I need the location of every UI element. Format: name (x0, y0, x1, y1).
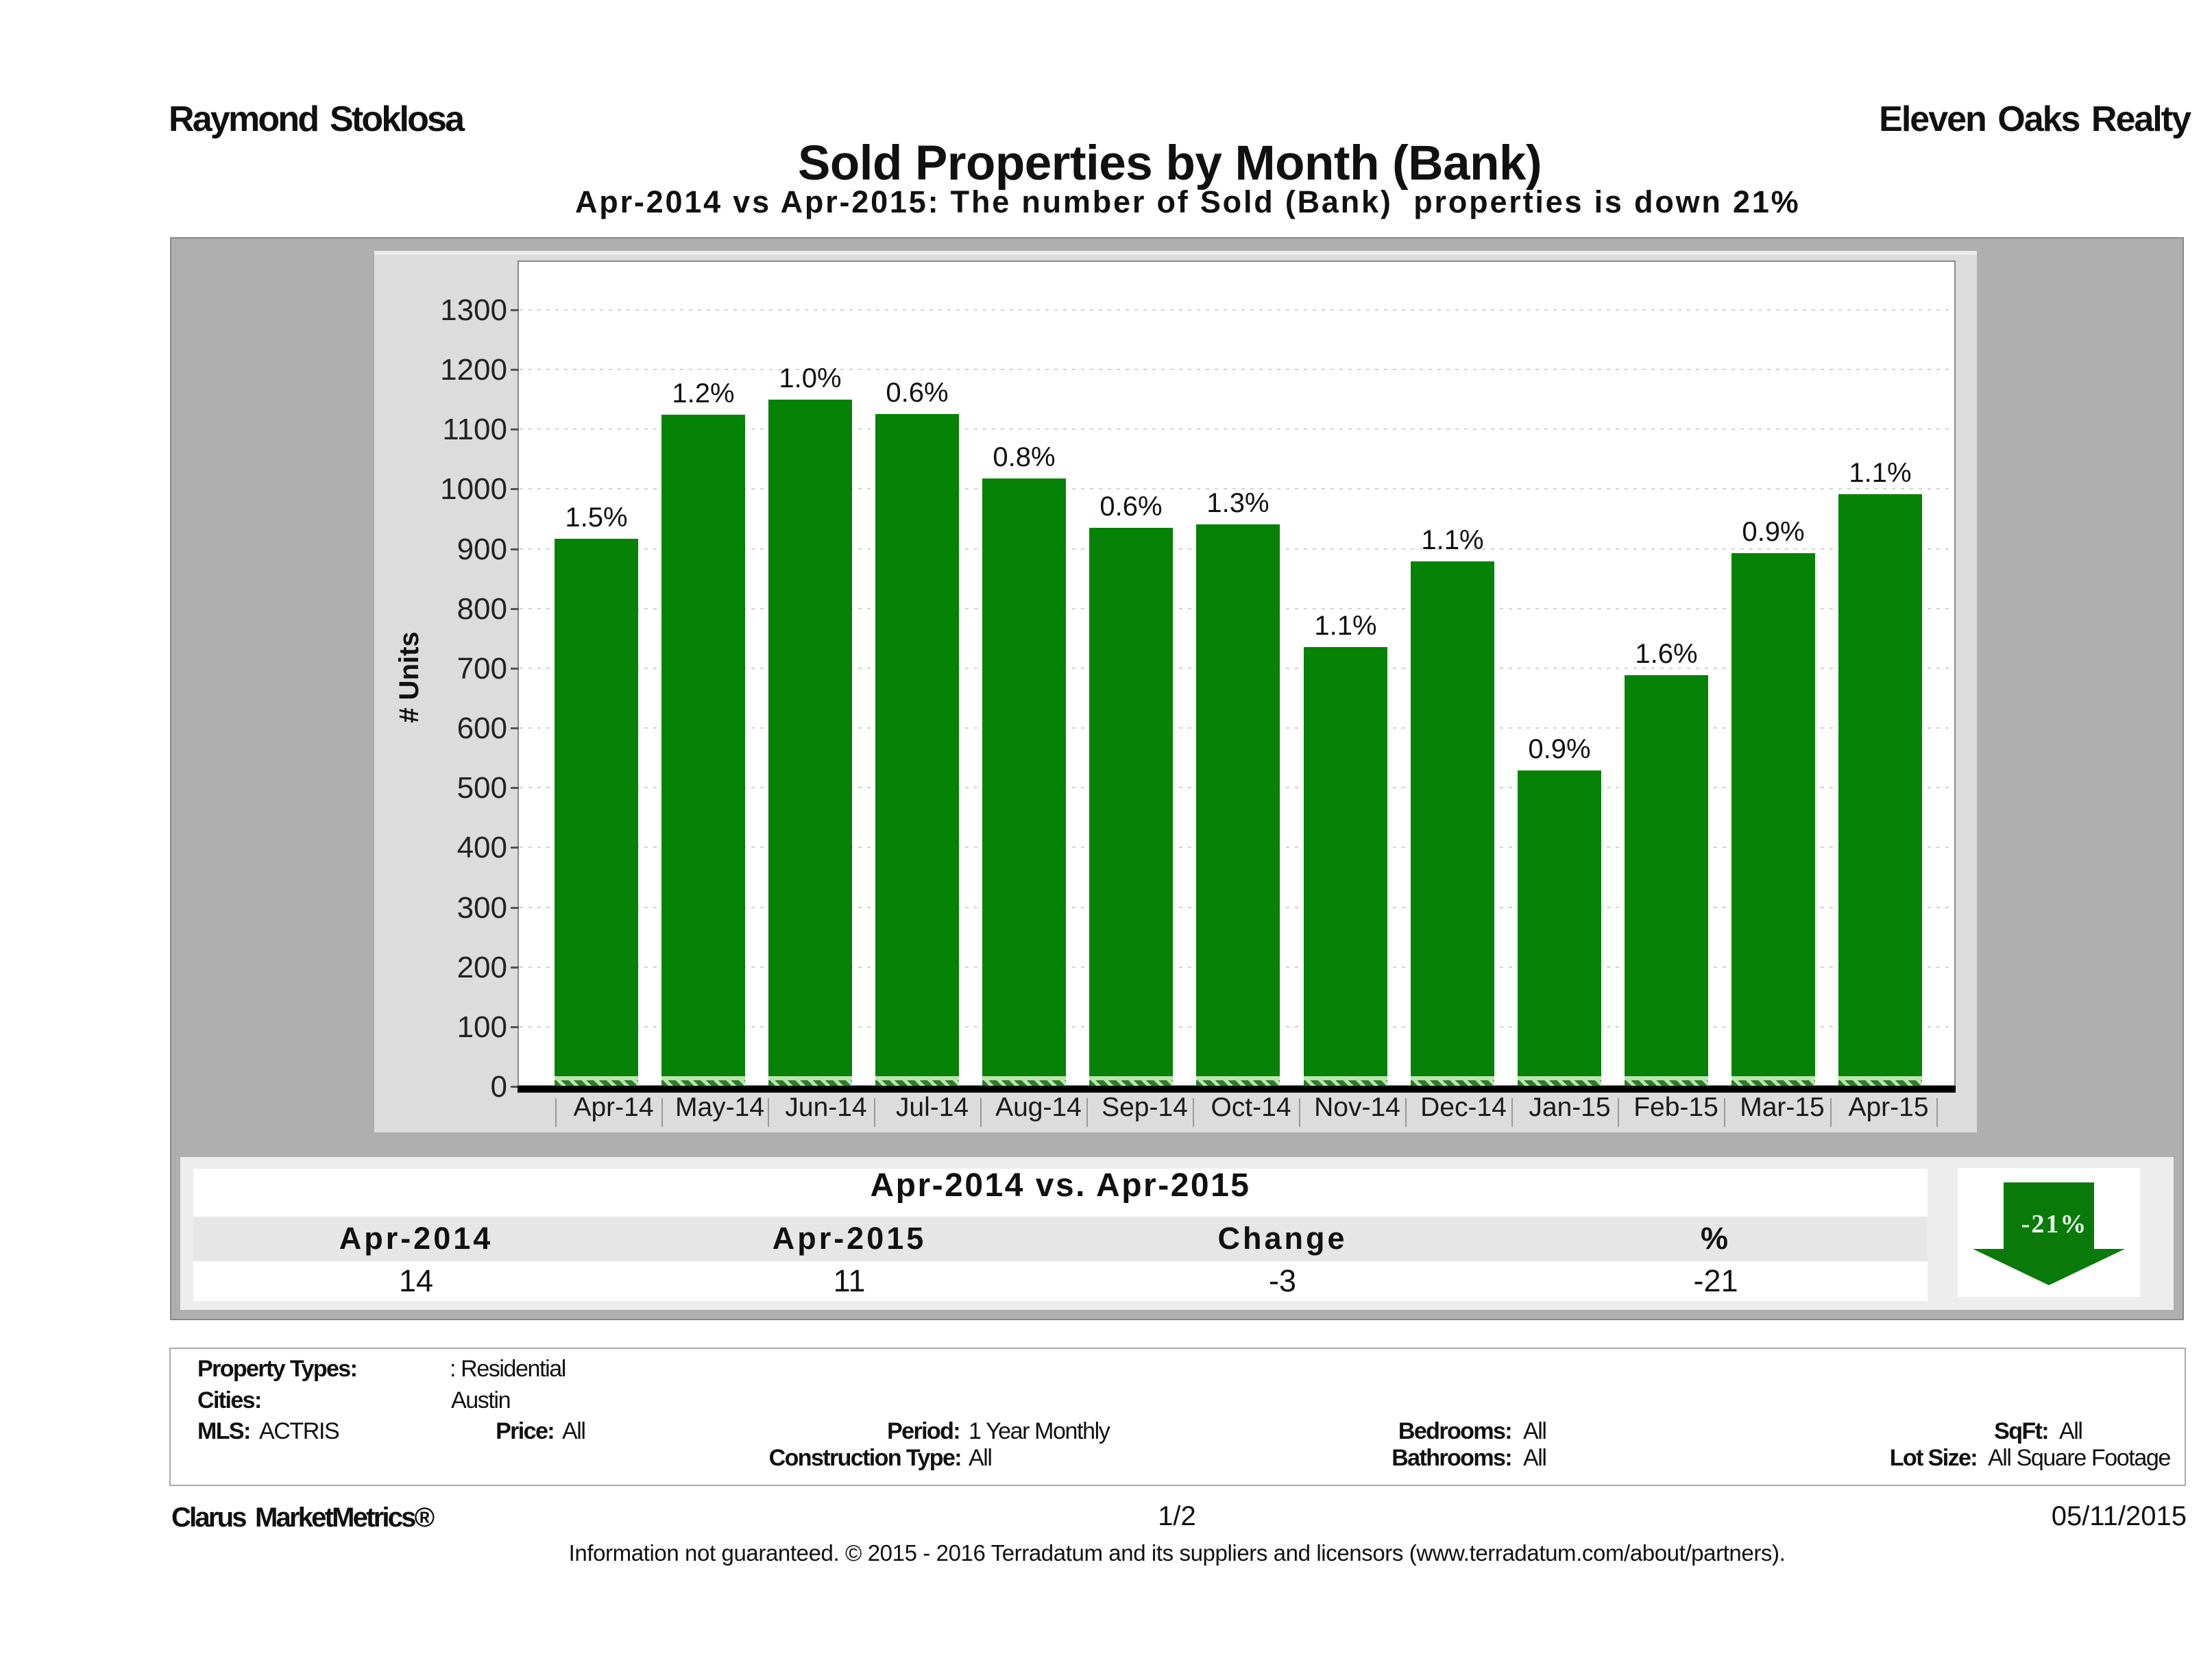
svg-text:-21%: -21% (2021, 1210, 2088, 1239)
